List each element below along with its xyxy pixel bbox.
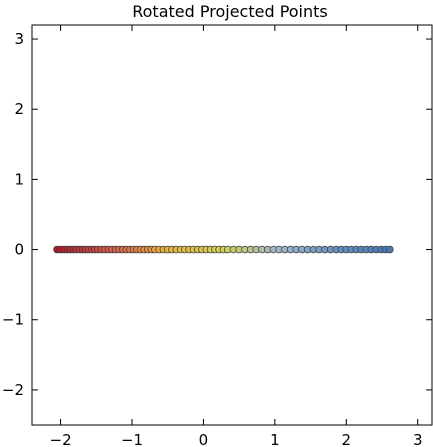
x-tick-label: 2 — [342, 431, 352, 447]
y-tick-label: −1 — [2, 311, 24, 329]
plot-frame — [31, 24, 433, 426]
y-tick-label: 0 — [14, 241, 24, 259]
y-axis: −2 −1 0 1 2 3 — [2, 30, 432, 399]
data-point — [386, 245, 394, 254]
x-tick-label: −2 — [50, 431, 72, 447]
points-layer — [53, 245, 394, 254]
y-tick-label: 1 — [14, 170, 24, 188]
x-tick-label: 1 — [270, 431, 280, 447]
chart-title: Rotated Projected Points — [132, 2, 328, 21]
y-tick-label: −2 — [2, 381, 24, 399]
x-tick-label: 3 — [413, 431, 423, 447]
x-axis: −2 −1 0 1 2 3 — [50, 25, 423, 447]
y-tick-label: 2 — [14, 100, 24, 118]
x-tick-label: 0 — [199, 431, 209, 447]
y-tick-label: 3 — [14, 30, 24, 48]
x-tick-label: −1 — [121, 431, 143, 447]
